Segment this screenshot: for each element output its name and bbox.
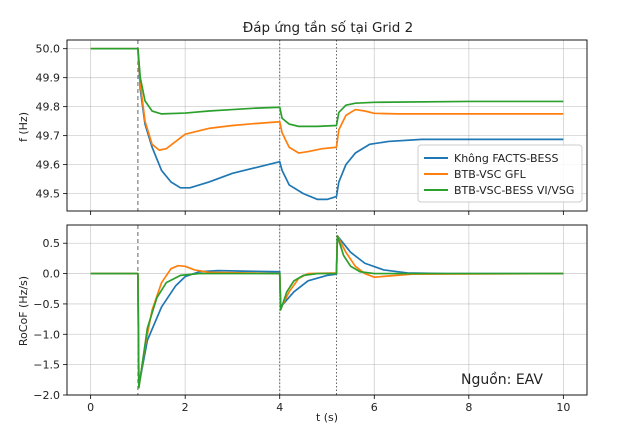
bottom-event-lines: [137, 225, 337, 395]
top-grid: [67, 40, 587, 211]
y-tick-label: −2.0: [33, 389, 60, 402]
y-tick-label: 49.6: [36, 159, 61, 172]
bottom-grid: [67, 225, 587, 396]
x-tick-label: 2: [182, 401, 189, 414]
series-line-3: [90, 47, 564, 128]
bottom-xticks: 0 2 4 6 8 10: [87, 395, 570, 414]
legend-label-2: BTB-VSC GFL: [454, 168, 527, 181]
top-xticks: [90, 211, 564, 215]
legend-label-3: BTB-VSC-BESS VI/VSG: [454, 184, 574, 197]
series-line-3: [90, 235, 564, 389]
series-line-1: [90, 235, 564, 387]
chart-title: Đáp ứng tần số tại Grid 2: [243, 19, 413, 36]
y-tick-label: 49.8: [36, 101, 61, 114]
x-tick-label: 0: [87, 401, 94, 414]
legend-label-1: Không FACTS-BESS: [454, 152, 558, 165]
source-annotation: Nguồn: EAV: [461, 371, 543, 388]
y-tick-label: 49.5: [36, 188, 61, 201]
y-tick-label: 50.0: [36, 43, 61, 56]
y-tick-label: −0.5: [33, 298, 60, 311]
x-axis-label: t (s): [316, 411, 338, 424]
bottom-y-axis-label: RoCoF (Hz/s): [17, 276, 30, 346]
x-tick-label: 4: [276, 401, 283, 414]
top-yticks: 49.5 49.6 49.7 49.8 49.9 50.0: [36, 43, 67, 201]
y-tick-label: 49.7: [36, 130, 61, 143]
top-legend: Không FACTS-BESS BTB-VSC GFL BTB-VSC-BES…: [417, 144, 583, 203]
series-line-1: [90, 47, 564, 201]
x-tick-label: 6: [371, 401, 378, 414]
y-tick-label: −1.5: [33, 359, 60, 372]
y-tick-label: 49.9: [36, 72, 61, 85]
bottom-series-group: [90, 235, 564, 389]
x-tick-label: 8: [465, 401, 472, 414]
bottom-yticks: −2.0 −1.5 −1.0 −0.5 0.0 0.5: [33, 237, 67, 402]
x-tick-label: 10: [556, 401, 570, 414]
y-tick-label: −1.0: [33, 328, 60, 341]
top-plot-frame: [66, 39, 588, 212]
y-tick-label: 0.0: [43, 268, 61, 281]
top-y-axis-label: f (Hz): [17, 112, 30, 142]
legend-box: [417, 144, 583, 203]
bottom-plot-frame: [66, 224, 588, 396]
series-line-2: [90, 47, 564, 154]
top-series-group: [90, 47, 564, 201]
y-tick-label: 0.5: [43, 237, 61, 250]
